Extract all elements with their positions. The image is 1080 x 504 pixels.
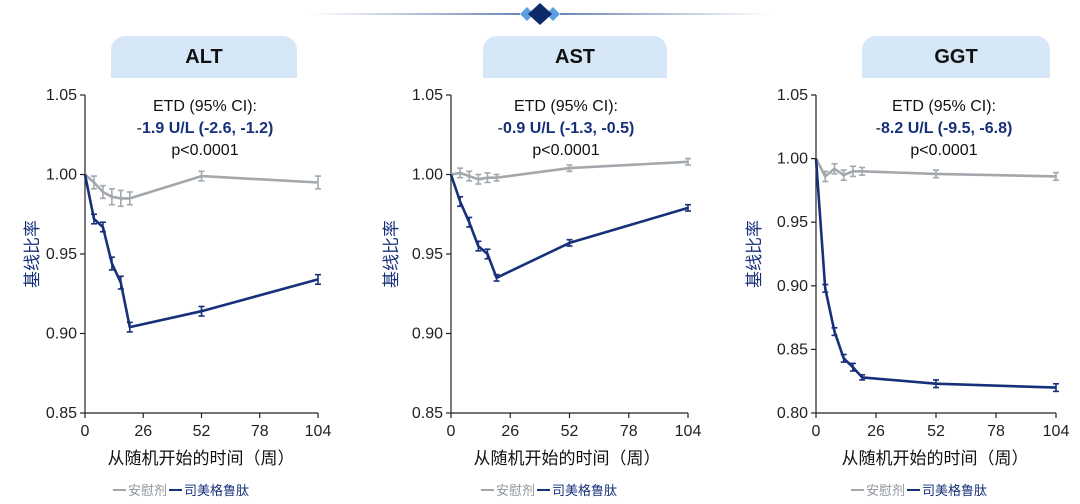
x-tick-label: 52: [193, 423, 211, 440]
series-line-semaglutide: [449, 174, 689, 280]
annotation-etd: 1.9 U/L (-2.6, -1.2): [142, 120, 273, 137]
y-tick-label: 1.00: [46, 167, 77, 184]
legend-label-semaglutide: 司美格鲁肽: [184, 484, 250, 499]
series-line-placebo: [84, 173, 319, 200]
x-tick-label: 26: [134, 423, 152, 440]
y-tick-label: 0.85: [412, 405, 443, 422]
y-tick-label: 0.85: [777, 341, 808, 358]
y-tick-label: 0.90: [46, 326, 77, 343]
x-tick-label: 26: [867, 423, 885, 440]
annotation-prefix: -: [498, 120, 503, 137]
legend: 安慰剂 司美格鲁肽: [851, 480, 987, 499]
x-tick-label: 104: [1043, 423, 1070, 440]
panel-title-tab: GGT: [862, 36, 1050, 78]
annotation-line2: -0.9 U/L (-1.3, -0.5): [498, 120, 635, 137]
annotation-etd: 8.2 U/L (-9.5, -6.8): [881, 120, 1012, 137]
y-tick-label: 0.90: [412, 326, 443, 343]
series-line-placebo: [450, 160, 689, 181]
x-tick-label: 26: [501, 423, 519, 440]
x-tick-label: 52: [561, 423, 579, 440]
legend-label-placebo: 安慰剂: [496, 484, 536, 499]
legend-swatch-placebo: [481, 488, 494, 491]
legend-swatch-placebo: [113, 488, 126, 491]
x-tick-label: 78: [251, 423, 269, 440]
chart-ggt: 0.80 0.85 0.90 0.95 1.00 1.05 0 26 52 78 104 ETD (…: [745, 87, 1070, 469]
legend: 安慰剂 司美格鲁肽: [481, 480, 617, 499]
legend-label-semaglutide: 司美格鲁肽: [552, 484, 618, 499]
series-line-semaglutide: [83, 174, 319, 329]
y-tick-label: 0.95: [777, 214, 808, 231]
decor-diamond-left: [520, 7, 534, 21]
panel-title: ALT: [185, 45, 223, 68]
y-tick-label: 1.05: [46, 87, 77, 104]
annotation-line1: ETD (95% CI):: [514, 98, 618, 115]
panel-ggt: GGT 0.80 0.85 0.90 0.95 1.00 1.05 0 26 52 78 104 E…: [720, 0, 1080, 504]
x-tick-label: 78: [620, 423, 638, 440]
legend-swatch-semaglutide: [537, 488, 551, 491]
annotation-line2: -8.2 U/L (-9.5, -6.8): [876, 120, 1013, 137]
panel-title-tab: ALT: [111, 36, 297, 78]
chart-alt: 0.85 0.90 0.95 1.00 1.05 0 26 52 78 104 ETD (95% …: [23, 87, 332, 469]
y-axis-label: 基线比率: [745, 220, 765, 288]
decor-line-left: [310, 13, 520, 15]
x-axis-label: 从随机开始的时间（周）: [108, 449, 295, 469]
panel-title: GGT: [934, 45, 978, 68]
panel-title: AST: [555, 45, 595, 68]
legend: 安慰剂 司美格鲁肽: [113, 480, 249, 499]
x-axis-label: 从随机开始的时间（周）: [842, 449, 1029, 469]
annotation-prefix: -: [876, 120, 881, 137]
legend-swatch-semaglutide: [907, 488, 921, 491]
y-tick-label: 1.05: [777, 87, 808, 104]
panel-ast: AST 0.85 0.90 0.95 1.00 1.05 0 26 52 78 104 ETD (…: [360, 0, 720, 504]
legend-label-placebo: 安慰剂: [128, 484, 168, 499]
annotation-pvalue: p<0.0001: [532, 142, 599, 159]
legend-swatch-placebo: [851, 488, 864, 491]
y-tick-label: 1.05: [412, 87, 443, 104]
decor-line-right: [560, 13, 770, 15]
decor-diamond-right: [546, 7, 560, 21]
y-tick-label: 1.00: [777, 151, 808, 168]
panel-title-tab: AST: [483, 36, 667, 78]
legend-label-placebo: 安慰剂: [866, 484, 906, 499]
annotation-pvalue: p<0.0001: [171, 142, 238, 159]
panel-alt: ALT 0.85 0.90 0.95 1.00 1.05 0 26 52 78 104 ETD (…: [0, 0, 360, 504]
decorative-header: [310, 3, 770, 25]
y-tick-label: 0.85: [46, 405, 77, 422]
annotation-prefix: -: [137, 120, 142, 137]
x-tick-label: 0: [81, 423, 90, 440]
series-line-semaglutide: [814, 158, 1057, 389]
y-axis-label: 基线比率: [382, 220, 402, 288]
x-axis-label: 从随机开始的时间（周）: [474, 449, 661, 469]
y-axis-label: 基线比率: [23, 220, 43, 288]
annotation-line2: -1.9 U/L (-2.6, -1.2): [137, 120, 274, 137]
legend-label-semaglutide: 司美格鲁肽: [922, 484, 988, 499]
annotation-etd: 0.9 U/L (-1.3, -0.5): [503, 120, 634, 137]
x-tick-label: 104: [675, 423, 702, 440]
x-tick-label: 78: [987, 423, 1005, 440]
x-tick-label: 0: [812, 423, 821, 440]
decor-diamond-center: [528, 3, 552, 25]
x-tick-label: 52: [927, 423, 945, 440]
y-tick-label: 0.95: [46, 246, 77, 263]
y-tick-label: 1.00: [412, 167, 443, 184]
chart-ast: 0.85 0.90 0.95 1.00 1.05 0 26 52 78 104 ETD (95% …: [382, 87, 702, 469]
annotation-line1: ETD (95% CI):: [153, 98, 257, 115]
legend-swatch-semaglutide: [169, 488, 183, 491]
annotation-pvalue: p<0.0001: [910, 142, 977, 159]
y-tick-label: 0.90: [777, 278, 808, 295]
series-line-placebo: [814, 158, 1057, 178]
y-tick-label: 0.95: [412, 246, 443, 263]
x-tick-label: 104: [305, 423, 332, 440]
y-tick-label: 0.80: [777, 405, 808, 422]
annotation-line1: ETD (95% CI):: [892, 98, 996, 115]
x-tick-label: 0: [447, 423, 456, 440]
